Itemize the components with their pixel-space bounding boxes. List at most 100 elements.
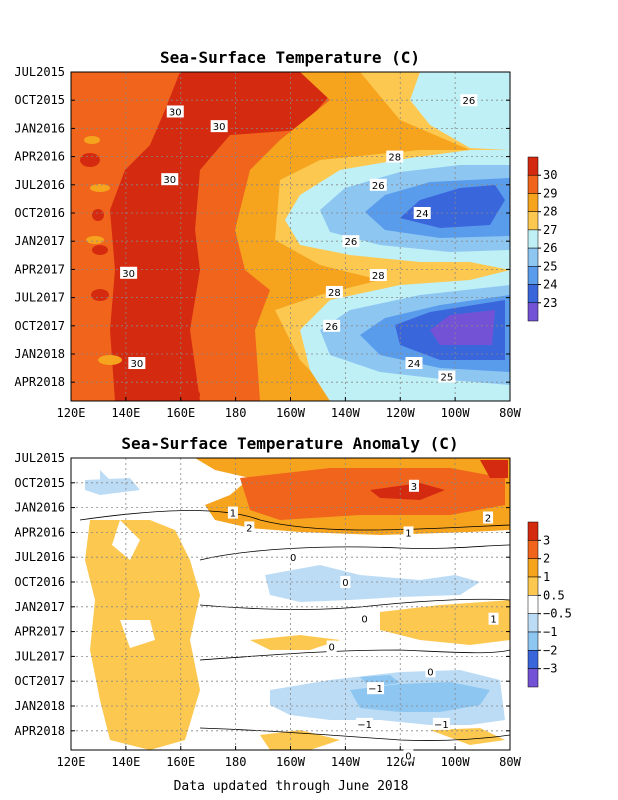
contour-label: 0 bbox=[342, 578, 348, 589]
y-tick-label: JUL2017 bbox=[14, 649, 65, 663]
x-tick-label: 140E bbox=[111, 406, 140, 420]
colorbar-swatch bbox=[527, 613, 539, 633]
contour-label-bg bbox=[483, 511, 494, 524]
x-tick-label: 120W bbox=[386, 406, 416, 420]
y-tick-label: APR2018 bbox=[14, 724, 65, 738]
colorbar-label: 25 bbox=[543, 259, 557, 273]
contour-label-bg bbox=[227, 506, 238, 519]
contour-label: 0 bbox=[290, 553, 296, 564]
contour-label: 2 bbox=[246, 523, 252, 534]
contour-label-bg bbox=[438, 370, 456, 383]
contour-label: −1 bbox=[434, 720, 449, 731]
y-tick-label: APR2016 bbox=[14, 525, 65, 539]
ssta-y-axis: JUL2015 OCT2015 JAN2016 APR2016 JUL2016 OCT20… bbox=[14, 451, 510, 738]
x-tick-label: 180 bbox=[225, 406, 247, 420]
y-tick-label: OCT2017 bbox=[14, 674, 65, 688]
sst-x-axis: 120E 140E 160E 180 160W 140W 120W 100W 80W bbox=[57, 397, 522, 420]
colorbar-label: 24 bbox=[543, 278, 557, 292]
colorbar-swatch bbox=[527, 595, 539, 614]
contour-label-bg bbox=[356, 717, 374, 730]
colorbar-label: −1 bbox=[543, 625, 557, 639]
colorbar-swatch bbox=[527, 229, 539, 249]
y-tick-label: JAN2017 bbox=[14, 600, 65, 614]
x-tick-label: 180 bbox=[225, 755, 247, 769]
colorbar-swatch bbox=[527, 558, 539, 578]
sst-field bbox=[71, 72, 510, 401]
colorbar-swatch bbox=[527, 266, 539, 285]
x-tick-label: 160W bbox=[276, 406, 306, 420]
contour-label-bg bbox=[403, 526, 414, 539]
x-tick-label: 140W bbox=[331, 406, 361, 420]
x-tick-label: 160E bbox=[166, 755, 195, 769]
y-tick-label: OCT2015 bbox=[14, 476, 65, 490]
contour-label-bg bbox=[359, 612, 370, 625]
contour-label-bg bbox=[325, 285, 343, 298]
y-tick-label: JAN2016 bbox=[14, 501, 65, 515]
contour-label: 3 bbox=[411, 482, 417, 493]
sst-gridlines bbox=[71, 72, 510, 401]
y-tick-label: OCT2016 bbox=[14, 575, 65, 589]
contour-label: 2 bbox=[485, 514, 491, 525]
contour-label: 0 bbox=[328, 642, 334, 653]
contour-label-bg bbox=[161, 173, 179, 186]
contour-label-bg bbox=[210, 120, 228, 133]
colorbar-swatch bbox=[527, 521, 539, 541]
contour-label: 24 bbox=[408, 359, 421, 370]
y-tick-label: OCT2017 bbox=[14, 319, 65, 333]
y-tick-label: JUL2016 bbox=[14, 178, 65, 192]
y-tick-label: OCT2015 bbox=[14, 93, 65, 107]
contour-label-bg bbox=[367, 682, 385, 695]
x-tick-label: 120E bbox=[57, 406, 86, 420]
contour-label-bg bbox=[403, 749, 414, 762]
colorbar-swatch bbox=[527, 247, 539, 267]
x-tick-label: 160E bbox=[166, 406, 195, 420]
colorbar-swatch bbox=[527, 631, 539, 651]
contour-label: 0 bbox=[361, 615, 367, 626]
colorbar-swatch bbox=[527, 540, 539, 559]
contour-label: 30 bbox=[169, 107, 182, 118]
y-tick-label: JUL2015 bbox=[14, 451, 65, 465]
colorbar-label: 3 bbox=[543, 533, 550, 547]
contour-label-bg bbox=[405, 357, 423, 370]
y-tick-label: APR2017 bbox=[14, 625, 65, 639]
contour-label-bg bbox=[369, 178, 387, 191]
contour-label: 28 bbox=[372, 271, 385, 282]
contour-label: 28 bbox=[388, 153, 401, 164]
contour-label: 25 bbox=[441, 373, 454, 384]
y-tick-label: JUL2016 bbox=[14, 550, 65, 564]
contour-label-bg bbox=[323, 319, 341, 332]
y-tick-label: OCT2016 bbox=[14, 206, 65, 220]
contour-label-bg bbox=[488, 612, 499, 625]
x-tick-label: 100W bbox=[441, 406, 471, 420]
y-tick-label: JAN2016 bbox=[14, 121, 65, 135]
colorbar-swatch bbox=[527, 156, 539, 176]
x-tick-label: 80W bbox=[499, 755, 521, 769]
ssta-x-axis: 120E 140E 160E 180 160W 140W 120W 100W 80W bbox=[57, 746, 522, 769]
contour-label: 26 bbox=[325, 322, 338, 333]
colorbar-swatch bbox=[527, 174, 539, 194]
contour-label: −1 bbox=[357, 720, 372, 731]
data-updated-note: Data updated through June 2018 bbox=[174, 779, 409, 794]
ssta-field bbox=[71, 458, 510, 750]
colorbar-label: 1 bbox=[543, 570, 550, 584]
colorbar-label: −2 bbox=[543, 643, 557, 657]
contour-label: 1 bbox=[490, 615, 496, 626]
colorbar-label: 28 bbox=[543, 205, 557, 219]
contour-label: 26 bbox=[462, 96, 475, 107]
contour-label-bg bbox=[413, 207, 431, 219]
contour-label-bg bbox=[340, 576, 351, 588]
colorbar-swatch bbox=[527, 668, 539, 688]
colorbar-label: 30 bbox=[543, 168, 557, 182]
x-tick-label: 80W bbox=[499, 406, 521, 420]
y-tick-label: APR2017 bbox=[14, 262, 65, 276]
sst-title: Sea-Surface Temperature (C) bbox=[160, 48, 420, 67]
colorbar-label: 0.5 bbox=[543, 588, 565, 602]
x-tick-label: 140W bbox=[331, 755, 361, 769]
y-tick-label: JUL2015 bbox=[14, 65, 65, 79]
contour-label: 0 bbox=[427, 667, 433, 678]
contour-label-bg bbox=[460, 94, 478, 107]
ssta-title: Sea-Surface Temperature Anomaly (C) bbox=[121, 434, 458, 453]
sst-y-axis: JUL2015 OCT2015 JAN2016 APR2016 JUL2016 OCT20… bbox=[14, 65, 510, 389]
